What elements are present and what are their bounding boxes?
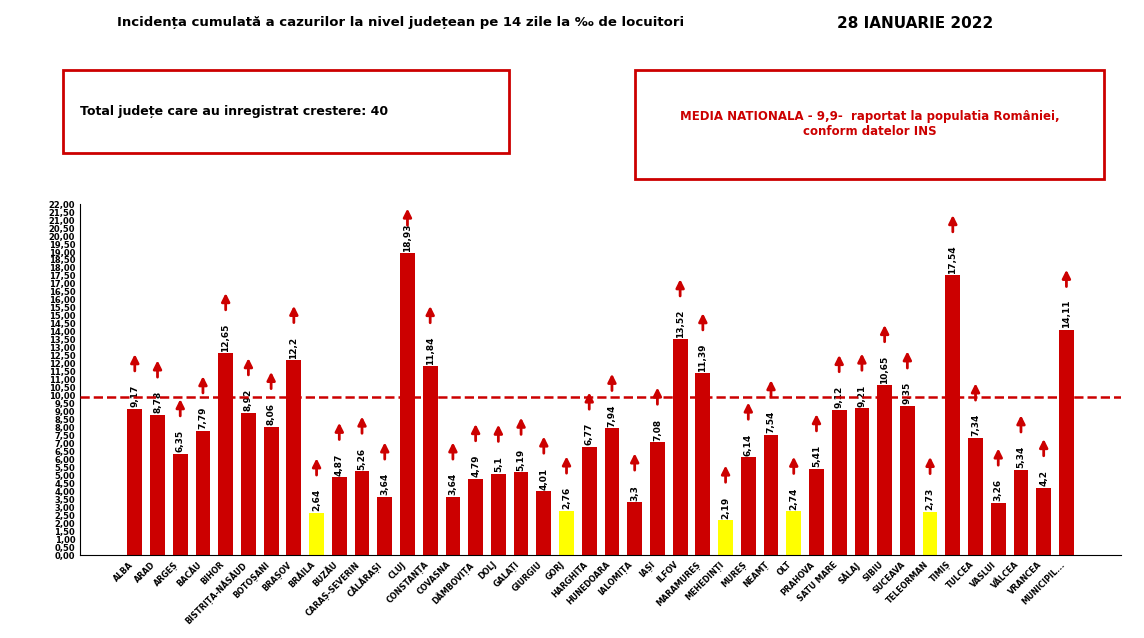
Text: 7,08: 7,08: [653, 419, 662, 440]
Bar: [468, 478, 483, 555]
Text: 6,14: 6,14: [744, 433, 753, 456]
Bar: [286, 360, 301, 555]
Bar: [832, 410, 847, 555]
Text: 9,17: 9,17: [130, 385, 140, 407]
Text: Total județe care au inregistrat crestere: 40: Total județe care au inregistrat crester…: [80, 105, 388, 118]
Bar: [604, 429, 619, 555]
Text: 5,19: 5,19: [517, 449, 525, 471]
Bar: [1036, 488, 1051, 555]
Bar: [855, 408, 869, 555]
Bar: [423, 366, 437, 555]
Text: 6,35: 6,35: [176, 430, 184, 452]
Bar: [173, 454, 188, 555]
Bar: [696, 373, 710, 555]
Text: 2,19: 2,19: [721, 496, 730, 519]
Text: 4,01: 4,01: [539, 468, 548, 489]
Text: Incidența cumulată a cazurilor la nivel județean pe 14 zile la ‰ de locuitori: Incidența cumulată a cazurilor la nivel …: [117, 16, 684, 29]
Text: 4,79: 4,79: [471, 454, 480, 477]
Bar: [718, 520, 733, 555]
Text: 5,41: 5,41: [812, 445, 821, 467]
Bar: [764, 435, 778, 555]
Bar: [968, 438, 983, 555]
Text: 3,26: 3,26: [994, 479, 1003, 501]
Text: 8,92: 8,92: [244, 389, 253, 411]
Bar: [1014, 470, 1028, 555]
Bar: [400, 253, 415, 555]
Bar: [627, 503, 642, 555]
Bar: [900, 406, 915, 555]
Bar: [445, 497, 460, 555]
Text: 6,77: 6,77: [585, 423, 594, 445]
Text: 2,64: 2,64: [312, 489, 321, 512]
Bar: [309, 513, 324, 555]
Bar: [923, 512, 937, 555]
Bar: [582, 447, 597, 555]
Text: 5,1: 5,1: [494, 456, 503, 472]
Text: 7,54: 7,54: [766, 411, 776, 433]
Bar: [514, 472, 529, 555]
Text: 17,54: 17,54: [948, 245, 958, 274]
Text: 9,12: 9,12: [835, 386, 843, 408]
Bar: [741, 457, 756, 555]
Text: 9,21: 9,21: [857, 384, 866, 406]
Text: MEDIA NATIONALA - 9,9-  raportat la populatia României,
conform datelor INS: MEDIA NATIONALA - 9,9- raportat la popul…: [680, 110, 1059, 138]
Text: 4,2: 4,2: [1039, 470, 1048, 486]
Bar: [650, 442, 665, 555]
Text: 7,79: 7,79: [198, 406, 207, 429]
Text: 7,34: 7,34: [971, 414, 980, 436]
Bar: [150, 415, 165, 555]
Bar: [241, 413, 256, 555]
Text: 5,26: 5,26: [358, 447, 366, 470]
Text: 5,34: 5,34: [1017, 446, 1025, 468]
Bar: [196, 431, 210, 555]
Text: 3,3: 3,3: [630, 485, 639, 501]
Bar: [1059, 330, 1074, 555]
Text: 4,87: 4,87: [335, 454, 344, 476]
Bar: [809, 469, 824, 555]
Bar: [877, 385, 892, 555]
Bar: [127, 409, 142, 555]
Text: 8,06: 8,06: [267, 403, 276, 425]
Bar: [332, 477, 347, 555]
Text: 3,64: 3,64: [448, 473, 458, 495]
Text: 3,64: 3,64: [380, 473, 389, 495]
Text: 7,94: 7,94: [607, 404, 617, 427]
Text: 8,78: 8,78: [153, 391, 162, 413]
Bar: [991, 503, 1006, 555]
Text: 10,65: 10,65: [880, 355, 889, 383]
Bar: [378, 497, 392, 555]
Bar: [786, 512, 801, 555]
Bar: [945, 276, 960, 555]
Text: 11,84: 11,84: [426, 336, 435, 364]
Text: 2,73: 2,73: [925, 487, 935, 510]
Bar: [219, 353, 233, 555]
Text: 11,39: 11,39: [698, 343, 707, 372]
Text: 28 IANUARIE 2022: 28 IANUARIE 2022: [837, 16, 993, 31]
Bar: [264, 426, 278, 555]
Bar: [537, 491, 551, 555]
Text: 13,52: 13,52: [676, 309, 684, 338]
Text: 9,35: 9,35: [903, 382, 912, 404]
Text: 2,76: 2,76: [562, 487, 571, 509]
Bar: [559, 511, 574, 555]
Text: 2,74: 2,74: [789, 487, 799, 510]
Text: 14,11: 14,11: [1062, 300, 1071, 329]
Text: 18,93: 18,93: [403, 223, 412, 251]
Bar: [355, 471, 370, 555]
Bar: [491, 473, 506, 555]
Bar: [673, 339, 688, 555]
Text: 12,2: 12,2: [289, 337, 299, 359]
Text: 12,65: 12,65: [221, 323, 230, 352]
